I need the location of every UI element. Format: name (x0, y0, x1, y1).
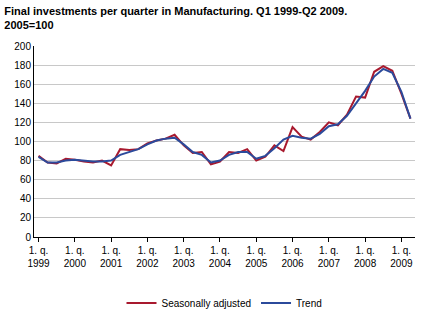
svg-text:1. q.2009: 1. q.2009 (390, 245, 413, 269)
svg-text:120: 120 (14, 117, 31, 128)
svg-text:Trend: Trend (296, 298, 322, 309)
svg-text:1. q.2001: 1. q.2001 (100, 245, 123, 269)
svg-text:60: 60 (20, 174, 32, 185)
svg-text:1. q.2007: 1. q.2007 (318, 245, 341, 269)
svg-text:200: 200 (14, 41, 31, 52)
svg-text:1. q.1999: 1. q.1999 (27, 245, 50, 269)
svg-text:1. q.2002: 1. q.2002 (136, 245, 159, 269)
svg-text:20: 20 (20, 212, 32, 223)
svg-text:1. q.2000: 1. q.2000 (64, 245, 87, 269)
svg-text:1. q.2008: 1. q.2008 (354, 245, 377, 269)
svg-text:Seasonally adjusted: Seasonally adjusted (162, 298, 252, 309)
svg-text:180: 180 (14, 60, 31, 71)
svg-text:80: 80 (20, 155, 32, 166)
svg-text:40: 40 (20, 193, 32, 204)
svg-text:1. q.2003: 1. q.2003 (173, 245, 196, 269)
svg-text:100: 100 (14, 136, 31, 147)
svg-text:1. q.2005: 1. q.2005 (245, 245, 268, 269)
svg-text:160: 160 (14, 79, 31, 90)
svg-text:140: 140 (14, 98, 31, 109)
svg-text:0: 0 (25, 232, 31, 243)
svg-text:1. q.2004: 1. q.2004 (209, 245, 232, 269)
svg-text:1. q.2006: 1. q.2006 (281, 245, 304, 269)
svg-text:Final investments per quarter: Final investments per quarter in Manufac… (4, 5, 347, 31)
